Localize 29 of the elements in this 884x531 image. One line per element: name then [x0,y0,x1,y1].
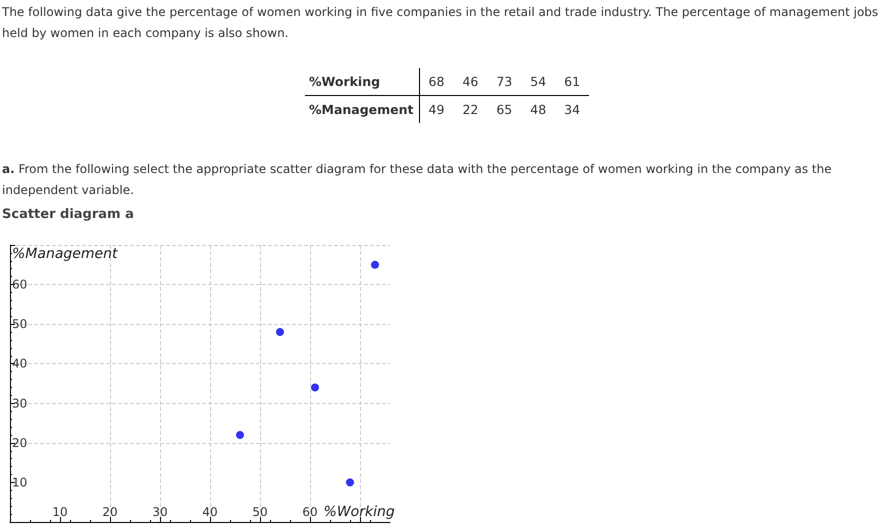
y-tick-label: 60 [12,278,28,292]
x-axis-title: %Working [324,504,395,520]
x-tick-label: 50 [252,505,268,519]
y-tick-label: 40 [12,356,28,371]
y-tick-label: 30 [12,396,28,410]
x-tick-label: 30 [152,505,168,519]
text: 22 [462,102,478,117]
y-axis-title: %Management [12,246,118,262]
text: a. From the following select the appropriate scatter diagram for these data with the percentage of women working in the company as the independent variable. [2,161,833,199]
text: 49 [428,102,444,117]
text: 73 [496,74,512,89]
y-tick-label: 50 [12,317,28,332]
y-tick-label: 10 [12,475,28,490]
text: 48 [530,102,546,117]
x-tick-label: 40 [202,505,218,519]
text: 34 [564,102,580,117]
text: 46 [462,74,478,89]
chart-title: Scatter diagram a [2,207,134,222]
text: 54 [530,74,546,89]
text: 68 [428,74,444,89]
text: The following data give the percentage of women working in five companies in the retail and trade industry. The percentage of management jobs held by women in each company is also shown. [2,4,880,42]
y-tick-label: 20 [12,436,28,450]
x-tick-label: 20 [102,505,118,519]
category-label: %Management [309,102,414,117]
x-tick-label: 10 [52,505,68,519]
x-tick-label: 60 [302,505,318,519]
text: 65 [496,102,512,117]
text: 61 [564,74,580,89]
category-label: %Working [309,74,380,89]
